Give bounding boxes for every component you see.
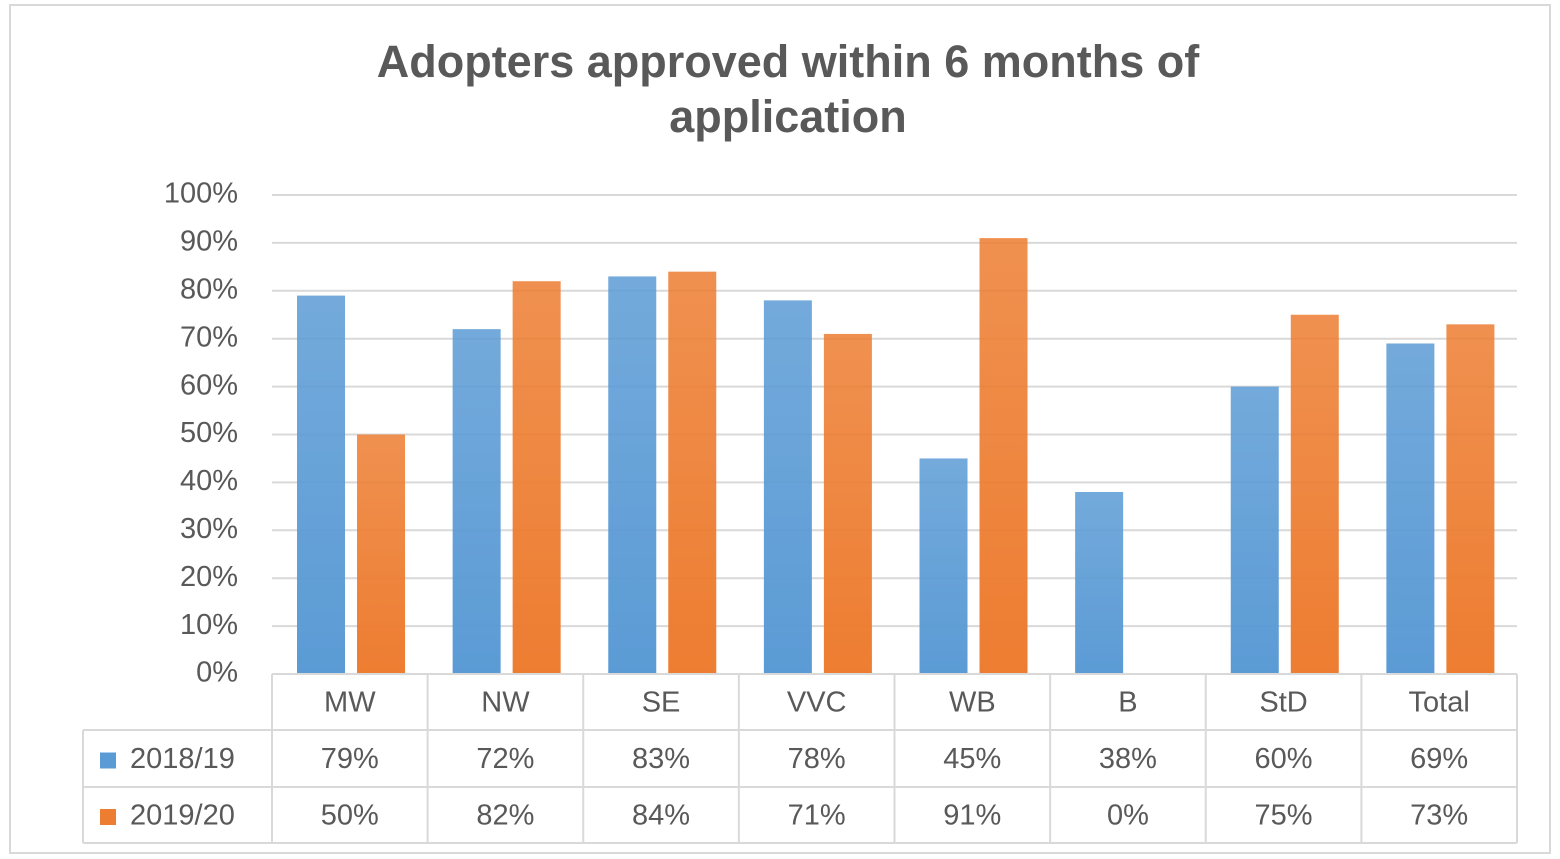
x-tick-label: MW bbox=[324, 687, 376, 719]
y-tick-label: 20% bbox=[180, 561, 238, 593]
x-tick-label: NW bbox=[481, 687, 530, 719]
table-value: 91% bbox=[943, 800, 1001, 832]
bar bbox=[1386, 343, 1435, 674]
x-tick-label: VVC bbox=[787, 687, 847, 719]
bar bbox=[1446, 324, 1495, 674]
bar bbox=[919, 458, 968, 674]
x-tick-label: SE bbox=[642, 687, 681, 719]
table-value: 83% bbox=[632, 743, 690, 775]
table-value: 50% bbox=[321, 800, 379, 832]
y-tick-label: 10% bbox=[180, 609, 238, 641]
legend-label: 2018/19 bbox=[130, 743, 235, 775]
y-tick-label: 100% bbox=[164, 178, 238, 210]
table-value: 69% bbox=[1410, 743, 1468, 775]
table-value: 79% bbox=[321, 743, 379, 775]
y-tick-label: 40% bbox=[180, 465, 238, 497]
table-value: 72% bbox=[476, 743, 534, 775]
x-tick-label: WB bbox=[949, 687, 996, 719]
bar bbox=[1075, 491, 1124, 674]
legend-swatch bbox=[100, 752, 116, 769]
table-value: 0% bbox=[1107, 800, 1149, 832]
bar bbox=[763, 300, 812, 674]
table-value: 84% bbox=[632, 800, 690, 832]
bar bbox=[297, 295, 346, 674]
bar bbox=[512, 281, 561, 674]
y-tick-label: 50% bbox=[180, 417, 238, 449]
bar bbox=[452, 329, 501, 674]
table-value: 45% bbox=[943, 743, 1001, 775]
y-tick-label: 70% bbox=[180, 321, 238, 353]
table-value: 73% bbox=[1410, 800, 1468, 832]
x-tick-label: Total bbox=[1409, 687, 1470, 719]
y-tick-label: 90% bbox=[180, 226, 238, 258]
table-value: 78% bbox=[788, 743, 846, 775]
bar bbox=[823, 333, 872, 674]
y-tick-label: 80% bbox=[180, 273, 238, 305]
y-tick-label: 60% bbox=[180, 369, 238, 401]
bar bbox=[668, 271, 717, 674]
table-value: 71% bbox=[788, 800, 846, 832]
bar bbox=[979, 238, 1028, 675]
bar bbox=[357, 434, 406, 674]
bar bbox=[1230, 386, 1279, 674]
legend-label: 2019/20 bbox=[130, 800, 235, 832]
chart-border bbox=[9, 4, 1551, 854]
x-tick-label: StD bbox=[1259, 687, 1307, 719]
table-value: 60% bbox=[1255, 743, 1313, 775]
table-value: 38% bbox=[1099, 743, 1157, 775]
y-tick-label: 30% bbox=[180, 513, 238, 545]
table-value: 82% bbox=[476, 800, 534, 832]
bar bbox=[608, 276, 657, 674]
legend-swatch bbox=[100, 809, 116, 825]
x-tick-label: B bbox=[1118, 687, 1137, 719]
y-tick-label: 0% bbox=[196, 657, 238, 689]
bar bbox=[1290, 314, 1339, 674]
chart-title: Adopters approved within 6 months of app… bbox=[376, 36, 1200, 142]
table-value: 75% bbox=[1255, 800, 1313, 832]
